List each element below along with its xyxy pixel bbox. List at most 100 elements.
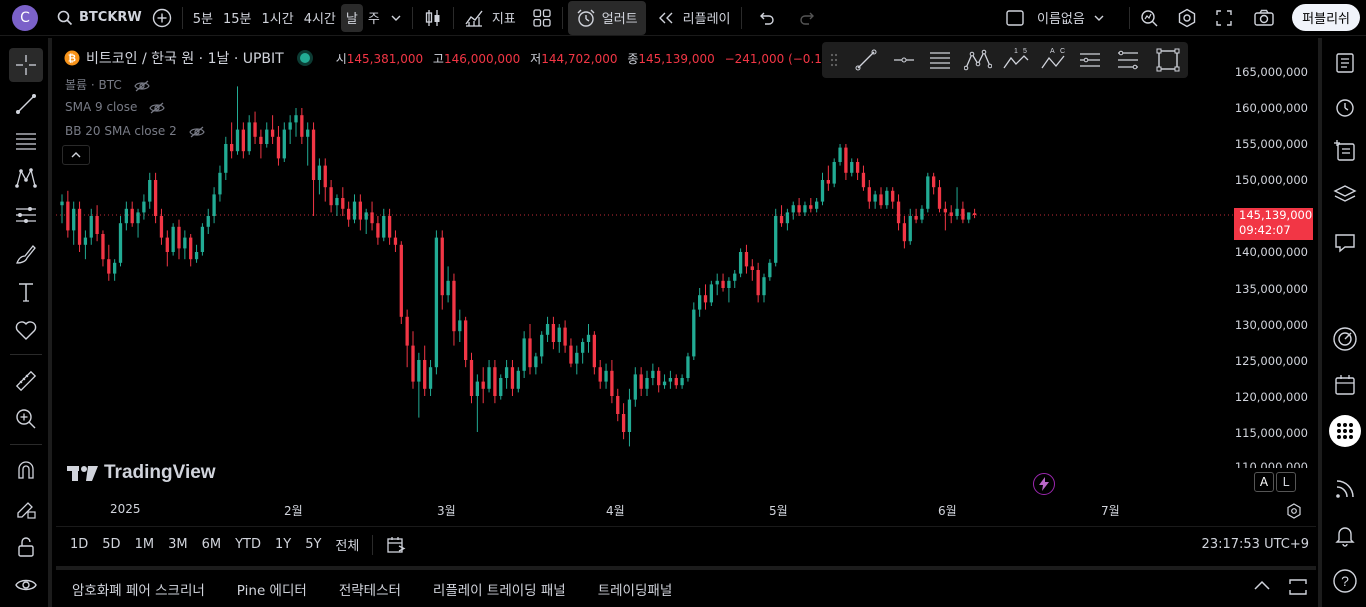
- candle: [399, 241, 403, 324]
- auto-scale-button[interactable]: A: [1254, 472, 1274, 492]
- crosshair-tool[interactable]: [9, 48, 43, 82]
- indicators-button[interactable]: 지표: [459, 4, 521, 32]
- indicator-sma[interactable]: SMA 9 close: [65, 100, 165, 114]
- pattern-icon[interactable]: [964, 48, 992, 72]
- collapse-panel-button[interactable]: [1252, 578, 1272, 594]
- candle: [270, 115, 275, 144]
- interval-15m[interactable]: 15분: [222, 12, 252, 27]
- zoom-tool[interactable]: [9, 402, 43, 436]
- measure-tool[interactable]: [9, 364, 43, 398]
- object-tree-button[interactable]: [1328, 178, 1362, 212]
- calendar-button[interactable]: [1328, 368, 1362, 402]
- snapshot-button[interactable]: [1248, 4, 1280, 32]
- tab-pine-editor[interactable]: Pine 에디터: [236, 582, 307, 599]
- indicator-volume[interactable]: 볼륨 · BTC: [65, 76, 150, 93]
- candle: [885, 187, 889, 209]
- eye-off-icon[interactable]: [133, 80, 150, 92]
- chart-pane[interactable]: ₿ 비트코인 / 한국 원 · 1날 · UPBIT 시145,381,000 …: [56, 38, 1316, 524]
- interval-dropdown[interactable]: [385, 4, 407, 32]
- log-scale-button[interactable]: L: [1276, 472, 1296, 492]
- icons-tool[interactable]: [9, 313, 43, 347]
- settings-button[interactable]: [1172, 4, 1202, 32]
- gear-icon[interactable]: [1286, 503, 1302, 519]
- interval-1w[interactable]: 주: [367, 12, 380, 27]
- chart-type-button[interactable]: [418, 4, 448, 32]
- user-avatar[interactable]: C: [12, 4, 38, 31]
- alerts-button[interactable]: [1328, 90, 1362, 124]
- candle: [779, 205, 784, 227]
- fib-channel-icon[interactable]: [1116, 48, 1140, 72]
- interval-1d[interactable]: 날: [340, 3, 363, 32]
- range-ytd[interactable]: YTD: [235, 537, 261, 552]
- redo-button[interactable]: [793, 4, 821, 32]
- tab-trading-panel[interactable]: 트레이딩패널: [597, 582, 673, 599]
- notifications-button[interactable]: [1328, 518, 1362, 552]
- time-axis[interactable]: 2025 2월 3월 4월 5월 6월 7월: [56, 496, 1236, 524]
- parallel-channel-icon[interactable]: [1078, 48, 1102, 72]
- candle-body: [855, 162, 860, 173]
- ideas-button[interactable]: [1328, 322, 1362, 356]
- publish-button[interactable]: 퍼블리쉬: [1292, 4, 1360, 31]
- brush-tool[interactable]: [9, 237, 43, 271]
- fib-retracement-icon[interactable]: [928, 48, 952, 72]
- drag-handle-icon[interactable]: [830, 53, 838, 67]
- range-1y[interactable]: 1Y: [274, 537, 292, 552]
- eye-off-icon[interactable]: [188, 126, 205, 138]
- pattern-tool[interactable]: [9, 161, 43, 195]
- price-chart[interactable]: [56, 38, 1236, 496]
- watchlist-button[interactable]: [1328, 46, 1362, 80]
- interval-1h[interactable]: 1시간: [261, 12, 294, 27]
- streams-button[interactable]: [1328, 472, 1362, 506]
- price-axis[interactable]: 165,000,000 160,000,000 155,000,000 150,…: [1234, 38, 1316, 524]
- range-5d[interactable]: 5D: [102, 537, 121, 552]
- tab-strategy-tester[interactable]: 전략테스터: [338, 582, 401, 599]
- collapse-legend-button[interactable]: [62, 145, 90, 165]
- symbol-title[interactable]: 비트코인 / 한국 원 · 1날 · UPBIT: [86, 51, 284, 67]
- indicator-bb[interactable]: BB 20 SMA close 2: [65, 124, 205, 138]
- events-button[interactable]: [1033, 473, 1055, 495]
- projection-tool[interactable]: [9, 198, 43, 232]
- products-button[interactable]: [1328, 414, 1362, 448]
- tradingview-watermark[interactable]: TradingView: [66, 462, 216, 484]
- interval-5m[interactable]: 5분: [192, 12, 213, 27]
- hide-drawings-tool[interactable]: [9, 568, 43, 602]
- tab-replay-trading[interactable]: 리플레이 트레이딩 패널: [432, 582, 566, 599]
- replay-button[interactable]: 리플레이: [652, 4, 736, 32]
- alert-button[interactable]: 얼러트: [567, 0, 646, 35]
- range-5y[interactable]: 5Y: [305, 537, 322, 552]
- interval-4h[interactable]: 4시간: [303, 12, 336, 27]
- trend-line-icon[interactable]: [854, 48, 878, 72]
- help-button[interactable]: ?: [1328, 564, 1362, 598]
- range-1d[interactable]: 1D: [70, 537, 89, 552]
- layout-toggle[interactable]: [1000, 4, 1030, 32]
- tab-crypto-screener[interactable]: 암호화폐 페어 스크리너: [72, 582, 205, 599]
- layouts-button[interactable]: [527, 4, 557, 32]
- lock-all-tool[interactable]: [9, 530, 43, 564]
- rectangle-icon[interactable]: [1156, 48, 1180, 72]
- data-window-button[interactable]: [1328, 134, 1362, 168]
- layout-name-dropdown[interactable]: 이름없음: [1032, 4, 1110, 32]
- maximize-panel-button[interactable]: [1288, 578, 1308, 596]
- trend-line-tool[interactable]: [9, 87, 43, 121]
- fullscreen-button[interactable]: [1210, 4, 1238, 32]
- horizontal-ray-icon[interactable]: [892, 48, 916, 72]
- quick-search-button[interactable]: [1134, 4, 1164, 32]
- text-tool[interactable]: [9, 275, 43, 309]
- candle-body: [341, 198, 345, 209]
- range-all[interactable]: 전체: [335, 539, 360, 554]
- range-3m[interactable]: 3M: [168, 537, 188, 552]
- eye-off-icon[interactable]: [149, 102, 165, 114]
- fib-tool[interactable]: [9, 124, 43, 158]
- undo-button[interactable]: [753, 4, 781, 32]
- clock-timezone[interactable]: 23:17:53 UTC+9: [1201, 537, 1309, 552]
- range-6m[interactable]: 6M: [201, 537, 222, 552]
- chats-button[interactable]: [1328, 226, 1362, 260]
- symbol-search[interactable]: BTCKRW: [52, 4, 147, 32]
- compare-button[interactable]: [147, 4, 177, 32]
- magnet-tool[interactable]: [9, 453, 43, 487]
- lock-drawing-tool[interactable]: [9, 492, 43, 526]
- range-1m[interactable]: 1M: [134, 537, 155, 552]
- goto-date-button[interactable]: [379, 535, 413, 555]
